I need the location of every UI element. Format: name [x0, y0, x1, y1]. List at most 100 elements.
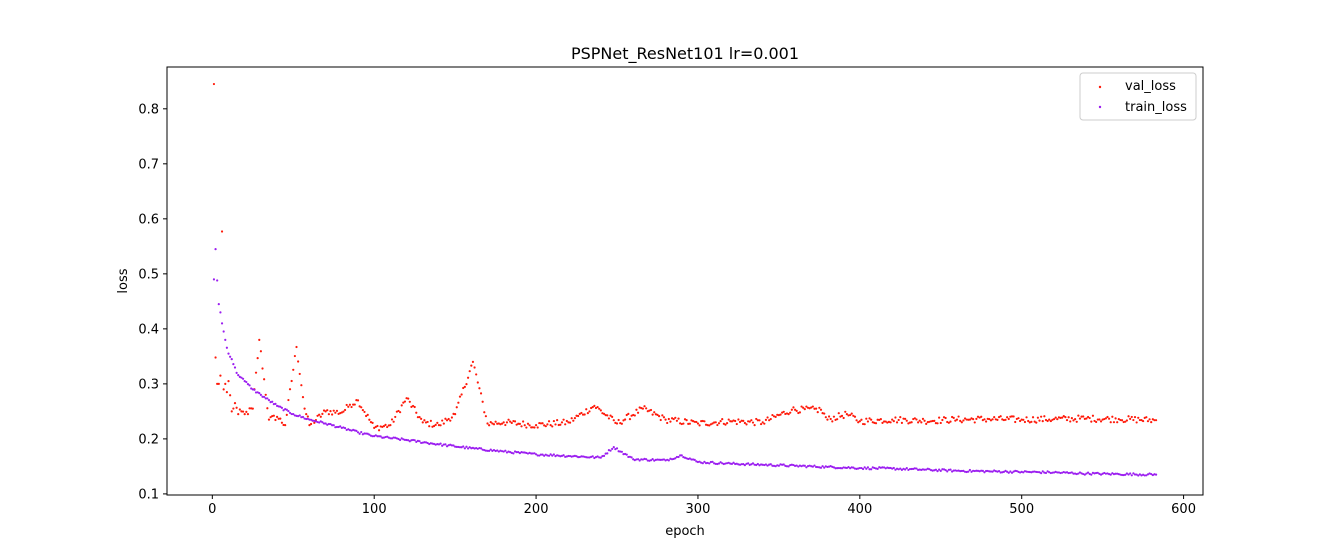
val-loss-point [658, 414, 661, 418]
train-loss-point [839, 466, 842, 470]
val-loss-point [318, 413, 321, 416]
val-loss-point [800, 405, 803, 408]
val-loss-point [698, 424, 701, 427]
val-loss-point [486, 422, 489, 425]
train-loss-point [334, 426, 337, 429]
val-loss-point [824, 416, 827, 419]
train-loss-point [539, 453, 543, 456]
val-loss-point [564, 423, 567, 426]
train-loss-point [543, 454, 546, 457]
y-tick-label: 0.1 [138, 487, 159, 502]
train-loss-point [625, 453, 628, 456]
val-loss-point [1146, 420, 1150, 423]
train-loss-point [606, 452, 609, 455]
train-loss-point [282, 409, 285, 412]
val-loss-point [1109, 421, 1112, 424]
train-loss-point [1129, 472, 1132, 475]
val-loss-point [297, 360, 300, 363]
val-loss-point [881, 421, 884, 425]
val-loss-point [309, 422, 313, 426]
train-loss-point [883, 466, 886, 469]
val-loss-point [674, 416, 677, 419]
val-loss-point [913, 417, 916, 420]
train-loss-point [947, 468, 950, 471]
train-loss-point [698, 460, 701, 463]
val-loss-point [771, 413, 774, 417]
val-loss-point [949, 420, 952, 423]
train-loss-point [1015, 469, 1018, 473]
val-loss-point [763, 422, 766, 425]
train-loss-point [693, 458, 696, 461]
train-loss-point [1009, 470, 1012, 473]
train-loss-point [923, 468, 926, 471]
val-loss-point [1020, 418, 1023, 421]
val-loss-point [688, 422, 691, 425]
val-loss-point [617, 418, 620, 422]
val-loss-point [1035, 421, 1038, 424]
val-loss-point [803, 408, 806, 411]
train-loss-point [407, 439, 410, 442]
val-loss-point [1025, 416, 1028, 419]
train-loss-point [534, 453, 538, 456]
train-loss-point [452, 444, 455, 447]
train-loss-point [243, 380, 246, 383]
val-loss-point [1135, 421, 1138, 424]
val-loss-point [837, 412, 840, 415]
val-loss-point [1062, 414, 1065, 418]
train-loss-point [381, 436, 384, 439]
val-loss-point [586, 412, 589, 415]
train-loss-point [907, 468, 910, 472]
train-loss-point [753, 463, 756, 466]
val-loss-point [942, 416, 946, 419]
train-loss-point [408, 440, 411, 443]
train-loss-point [552, 453, 555, 456]
train-loss-point [551, 454, 554, 457]
train-loss-point [1127, 473, 1130, 476]
train-loss-point [819, 466, 823, 469]
val-loss-point [609, 414, 612, 417]
val-loss-point [740, 419, 743, 422]
val-loss-point [212, 82, 216, 86]
train-loss-point [719, 461, 722, 464]
train-loss-point [1145, 474, 1148, 477]
train-loss-point [1056, 471, 1059, 474]
val-loss-point [334, 411, 337, 414]
val-loss-point [1130, 415, 1133, 419]
train-loss-point [939, 469, 942, 472]
val-loss-point [442, 422, 445, 425]
val-loss-point [944, 416, 947, 420]
x-tick-label: 500 [1009, 502, 1034, 517]
train-loss-point [1099, 473, 1103, 476]
train-loss-point [840, 467, 844, 470]
train-loss-point [462, 445, 465, 448]
val-loss-point [581, 413, 585, 416]
val-loss-point [891, 418, 894, 421]
val-loss-point [695, 420, 698, 424]
val-loss-point [999, 415, 1002, 418]
train-loss-point [538, 454, 541, 457]
train-loss-point [415, 440, 418, 443]
train-loss-point [541, 453, 544, 456]
val-loss-point [1027, 419, 1030, 423]
val-loss-point [590, 406, 593, 410]
val-loss-point [216, 382, 219, 385]
val-loss-point [494, 420, 497, 423]
val-loss-point [390, 418, 394, 421]
y-tick-label: 0.6 [138, 212, 159, 227]
train-loss-point [955, 469, 959, 472]
train-loss-point [703, 460, 706, 463]
train-loss-point [486, 449, 489, 452]
val-loss-point [588, 410, 591, 413]
val-loss-point [933, 419, 936, 422]
val-loss-point [1153, 419, 1156, 422]
train-loss-point [1051, 471, 1054, 474]
train-loss-point [661, 458, 664, 461]
train-loss-point [1035, 470, 1038, 474]
train-loss-point [229, 355, 232, 358]
val-loss-point [420, 417, 423, 420]
train-loss-point [1125, 472, 1129, 475]
train-loss-point [442, 443, 445, 446]
train-loss-point [963, 470, 967, 473]
val-loss-point [876, 418, 879, 421]
train-loss-point [670, 458, 674, 461]
